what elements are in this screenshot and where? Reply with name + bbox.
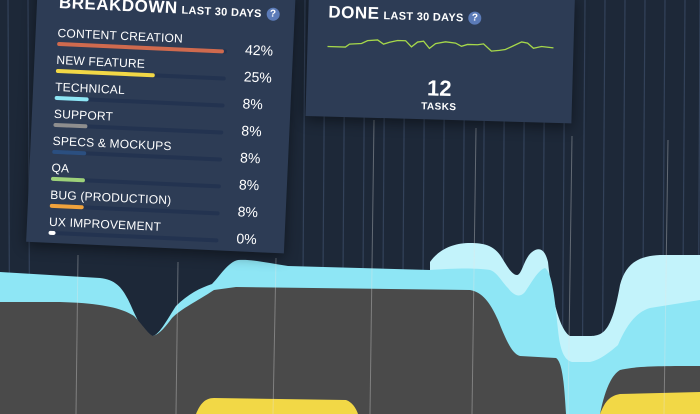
breakdown-row-label: SUPPORT: [53, 106, 114, 124]
breakdown-row-label: NEW FEATURE: [56, 52, 146, 71]
breakdown-panel: BREAKDOWN LAST 30 DAYS? CONTENT CREATION 4…: [26, 0, 296, 254]
breakdown-subtitle: LAST 30 DAYS: [181, 4, 262, 21]
breakdown-row-percent: 8%: [241, 122, 262, 140]
breakdown-bar-fill: [48, 230, 56, 236]
breakdown-row-label: TECHNICAL: [54, 79, 126, 98]
breakdown-bar-fill: [52, 149, 87, 156]
breakdown-bar-fill: [53, 122, 88, 129]
breakdown-row-percent: 25%: [243, 68, 273, 86]
breakdown-bar-fill: [49, 203, 84, 210]
help-icon[interactable]: ?: [266, 7, 280, 21]
breakdown-row-percent: 8%: [242, 95, 264, 113]
done-title-text: DONE: [328, 2, 380, 23]
breakdown-row-percent: 8%: [237, 203, 259, 221]
done-panel: DONE LAST 30 DAYS? 12 TASKS: [305, 0, 575, 124]
breakdown-row-percent: 42%: [244, 41, 274, 59]
breakdown-title: BREAKDOWN LAST 30 DAYS?: [59, 0, 281, 23]
overlay-gridlines: [75, 119, 669, 414]
done-sparkline: [327, 39, 554, 52]
breakdown-bar-track: [54, 95, 225, 108]
breakdown-bar-fill: [54, 95, 89, 102]
area-yellow: [196, 398, 358, 414]
breakdown-row-percent: 8%: [239, 149, 261, 167]
breakdown-row-percent: 8%: [238, 176, 260, 194]
area-yellow-right: [600, 392, 700, 414]
breakdown-row-percent: 0%: [236, 230, 258, 248]
help-icon[interactable]: ?: [468, 11, 482, 25]
breakdown-title-text: BREAKDOWN: [58, 0, 179, 18]
breakdown-bar-track: [50, 176, 221, 189]
area-gray: [0, 287, 566, 414]
breakdown-bar-fill: [50, 176, 86, 183]
done-title: DONE LAST 30 DAYS?: [328, 3, 482, 27]
done-subtitle: LAST 30 DAYS: [383, 10, 464, 25]
breakdown-bar-track: [53, 122, 224, 135]
breakdown-row-label: QA: [51, 160, 70, 176]
